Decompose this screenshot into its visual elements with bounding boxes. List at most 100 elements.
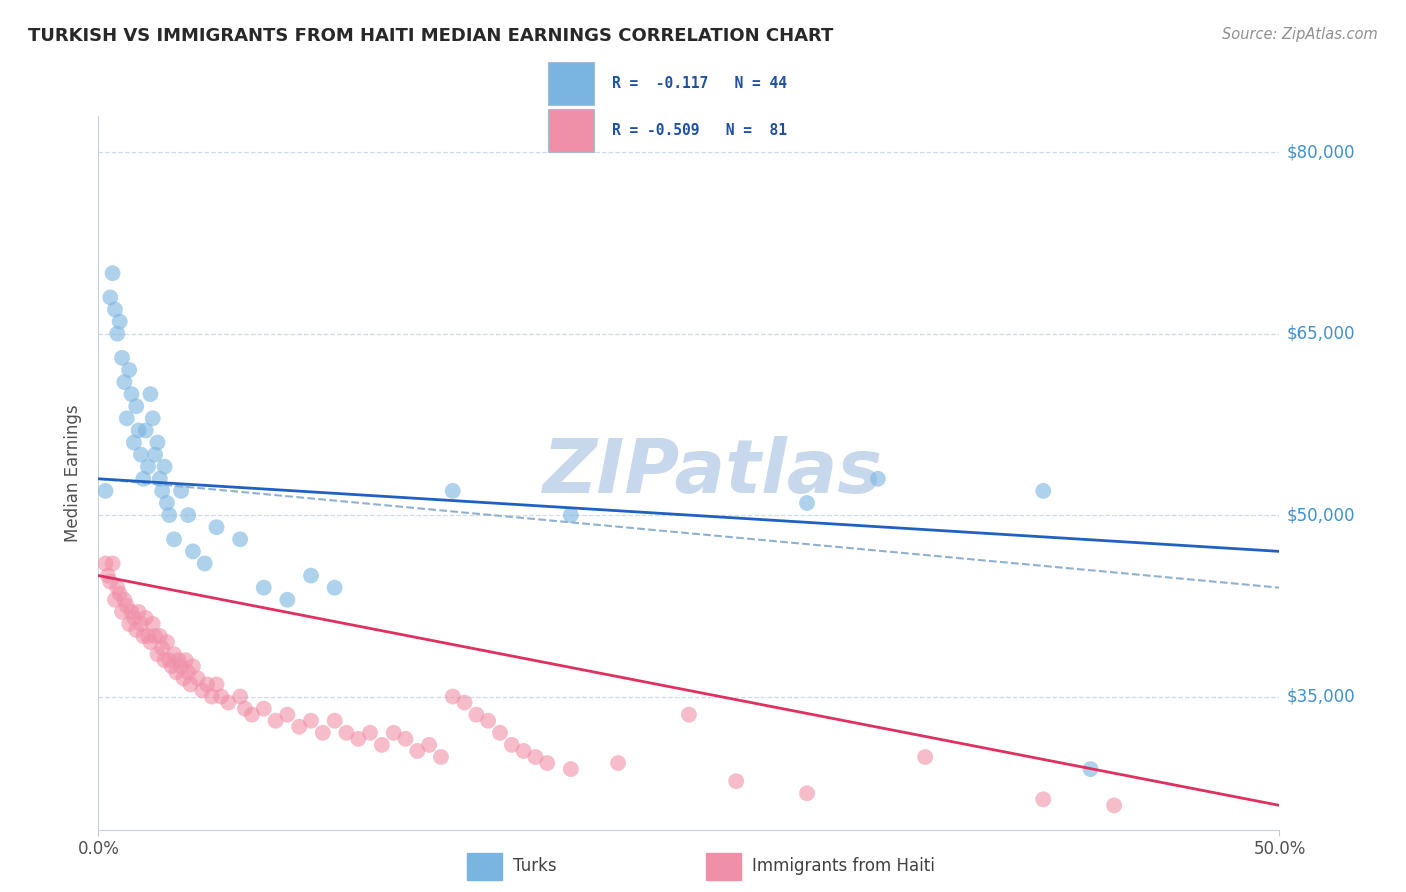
Point — [1032, 792, 1054, 806]
Point — [205, 677, 228, 691]
Point — [118, 363, 141, 377]
Point — [129, 448, 152, 462]
Point — [174, 653, 197, 667]
Point — [560, 762, 582, 776]
Point — [264, 714, 287, 728]
Point — [394, 731, 416, 746]
Point — [209, 690, 232, 704]
Point — [253, 701, 276, 715]
Point — [477, 714, 499, 728]
Text: ZIPatlas: ZIPatlas — [543, 436, 883, 509]
Point — [160, 659, 183, 673]
Point — [299, 714, 322, 728]
Y-axis label: Median Earnings: Median Earnings — [65, 404, 83, 541]
Point — [217, 696, 239, 710]
Point — [866, 472, 889, 486]
Point — [512, 744, 534, 758]
Point — [312, 726, 335, 740]
Point — [135, 611, 157, 625]
Point — [229, 533, 252, 547]
Point — [560, 508, 582, 522]
Point — [139, 635, 162, 649]
Point — [194, 557, 217, 571]
Point — [299, 568, 322, 582]
Point — [229, 690, 252, 704]
Point — [121, 605, 143, 619]
Point — [157, 508, 180, 522]
Point — [132, 629, 155, 643]
Point — [111, 351, 134, 365]
Point — [143, 629, 166, 643]
Point — [122, 435, 145, 450]
Point — [112, 592, 135, 607]
Point — [489, 726, 512, 740]
Point — [796, 786, 818, 800]
Text: R =  -0.117   N = 44: R = -0.117 N = 44 — [612, 76, 786, 91]
Text: $65,000: $65,000 — [1286, 325, 1355, 343]
Point — [118, 616, 141, 631]
Point — [382, 726, 405, 740]
Point — [128, 424, 150, 438]
Text: TURKISH VS IMMIGRANTS FROM HAITI MEDIAN EARNINGS CORRELATION CHART: TURKISH VS IMMIGRANTS FROM HAITI MEDIAN … — [28, 27, 834, 45]
Point — [347, 731, 370, 746]
Point — [796, 496, 818, 510]
Point — [135, 424, 157, 438]
Point — [607, 756, 630, 770]
Point — [201, 690, 224, 704]
Point — [157, 653, 180, 667]
Point — [115, 599, 138, 613]
Point — [125, 399, 148, 413]
Point — [129, 616, 152, 631]
Point — [441, 483, 464, 498]
FancyBboxPatch shape — [548, 62, 593, 105]
Point — [191, 683, 214, 698]
Point — [177, 665, 200, 680]
Text: $35,000: $35,000 — [1286, 688, 1355, 706]
Point — [156, 496, 179, 510]
Point — [276, 707, 298, 722]
Text: $50,000: $50,000 — [1286, 506, 1355, 524]
Point — [153, 459, 176, 474]
Point — [150, 483, 173, 498]
Point — [181, 659, 204, 673]
Point — [371, 738, 394, 752]
Point — [167, 653, 190, 667]
Point — [180, 677, 202, 691]
Point — [104, 592, 127, 607]
Point — [359, 726, 381, 740]
Point — [465, 707, 488, 722]
Point — [146, 435, 169, 450]
Point — [276, 592, 298, 607]
Point — [142, 411, 165, 425]
Point — [430, 750, 453, 764]
Point — [172, 672, 194, 686]
Point — [125, 623, 148, 637]
Point — [453, 696, 475, 710]
Point — [187, 672, 209, 686]
Text: Turks: Turks — [513, 857, 557, 875]
Point — [146, 647, 169, 661]
Point — [139, 387, 162, 401]
Point — [524, 750, 547, 764]
Point — [112, 375, 135, 389]
Point — [406, 744, 429, 758]
Point — [170, 659, 193, 673]
Point — [253, 581, 276, 595]
Text: Immigrants from Haiti: Immigrants from Haiti — [752, 857, 935, 875]
Point — [501, 738, 523, 752]
Text: $80,000: $80,000 — [1286, 144, 1355, 161]
Point — [132, 472, 155, 486]
Point — [323, 714, 346, 728]
Point — [108, 587, 131, 601]
FancyBboxPatch shape — [548, 109, 593, 152]
Point — [121, 387, 143, 401]
Point — [233, 701, 256, 715]
Point — [153, 653, 176, 667]
Text: R = -0.509   N =  81: R = -0.509 N = 81 — [612, 123, 786, 138]
Point — [205, 520, 228, 534]
Point — [101, 266, 124, 280]
Point — [105, 326, 128, 341]
Point — [108, 315, 131, 329]
Point — [163, 533, 186, 547]
Point — [1102, 798, 1125, 813]
